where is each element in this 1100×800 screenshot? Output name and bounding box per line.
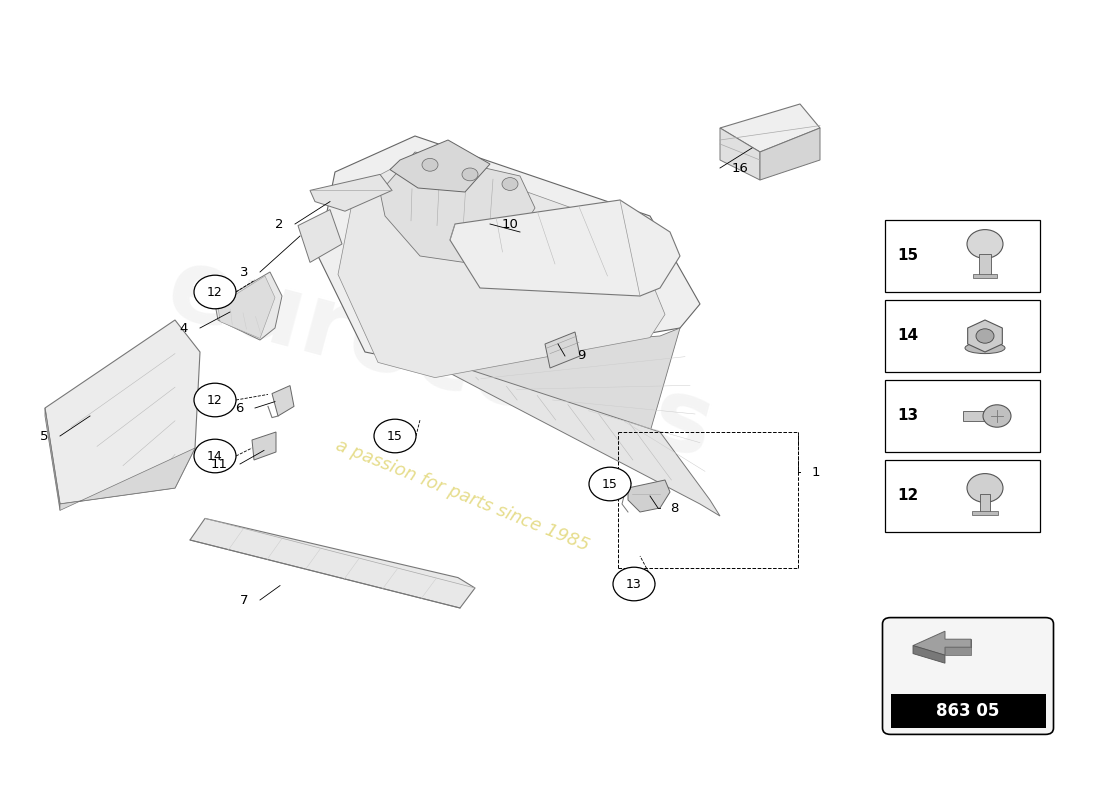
- FancyBboxPatch shape: [882, 618, 1054, 734]
- Text: 12: 12: [207, 286, 223, 298]
- Circle shape: [462, 168, 478, 181]
- Polygon shape: [544, 332, 580, 368]
- Text: 14: 14: [207, 450, 223, 462]
- Bar: [972, 511, 998, 515]
- Polygon shape: [390, 140, 490, 192]
- Polygon shape: [218, 276, 275, 338]
- Text: 6: 6: [234, 402, 243, 414]
- Text: 4: 4: [179, 322, 188, 334]
- Polygon shape: [45, 320, 200, 504]
- Circle shape: [967, 230, 1003, 258]
- Polygon shape: [450, 200, 680, 296]
- Text: 11: 11: [211, 458, 228, 470]
- Text: 15: 15: [896, 249, 918, 263]
- Text: 15: 15: [602, 478, 618, 490]
- Polygon shape: [298, 210, 342, 262]
- Text: 3: 3: [240, 266, 248, 278]
- Text: 13: 13: [626, 578, 642, 590]
- Bar: [979, 254, 991, 276]
- Text: 7: 7: [240, 594, 248, 606]
- Polygon shape: [913, 646, 945, 663]
- Circle shape: [502, 178, 518, 190]
- Bar: [886, 460, 1040, 532]
- Polygon shape: [45, 408, 60, 510]
- Polygon shape: [440, 328, 680, 432]
- Circle shape: [588, 467, 631, 501]
- Circle shape: [194, 275, 236, 309]
- Polygon shape: [440, 360, 720, 516]
- Bar: [891, 694, 1045, 728]
- Circle shape: [194, 383, 236, 417]
- Polygon shape: [913, 631, 971, 655]
- Text: 13: 13: [896, 409, 918, 423]
- Text: 8: 8: [670, 502, 679, 514]
- Polygon shape: [968, 320, 1002, 352]
- Text: a passion for parts since 1985: a passion for parts since 1985: [332, 437, 592, 555]
- Polygon shape: [252, 432, 276, 460]
- Text: 1: 1: [812, 466, 821, 478]
- Text: 15: 15: [387, 430, 403, 442]
- Text: 16: 16: [732, 162, 749, 174]
- Text: eurocores: eurocores: [156, 241, 724, 479]
- Circle shape: [983, 405, 1011, 427]
- Polygon shape: [310, 174, 392, 211]
- Polygon shape: [214, 272, 282, 340]
- Text: 12: 12: [896, 489, 918, 503]
- Polygon shape: [720, 104, 820, 152]
- Bar: [980, 494, 990, 514]
- Circle shape: [613, 567, 654, 601]
- Polygon shape: [945, 639, 971, 655]
- Polygon shape: [190, 518, 475, 608]
- Circle shape: [976, 329, 994, 343]
- Text: 12: 12: [207, 394, 223, 406]
- Text: 863 05: 863 05: [936, 702, 1000, 720]
- Circle shape: [422, 158, 438, 171]
- Bar: [974, 274, 997, 278]
- Circle shape: [194, 439, 236, 473]
- Polygon shape: [272, 386, 294, 416]
- Text: 10: 10: [502, 218, 519, 230]
- Polygon shape: [379, 152, 535, 264]
- Polygon shape: [628, 480, 670, 512]
- Text: 14: 14: [896, 329, 918, 343]
- Polygon shape: [760, 128, 820, 180]
- Ellipse shape: [965, 342, 1005, 354]
- Polygon shape: [338, 154, 666, 378]
- Text: 2: 2: [275, 218, 283, 230]
- Text: 5: 5: [40, 430, 48, 442]
- Circle shape: [374, 419, 416, 453]
- Text: 9: 9: [578, 350, 585, 362]
- Bar: [962, 411, 989, 421]
- Bar: [886, 300, 1040, 372]
- Circle shape: [967, 474, 1003, 502]
- Polygon shape: [60, 448, 195, 510]
- Bar: [886, 380, 1040, 452]
- Polygon shape: [318, 136, 700, 368]
- Polygon shape: [720, 128, 760, 180]
- Bar: [886, 220, 1040, 292]
